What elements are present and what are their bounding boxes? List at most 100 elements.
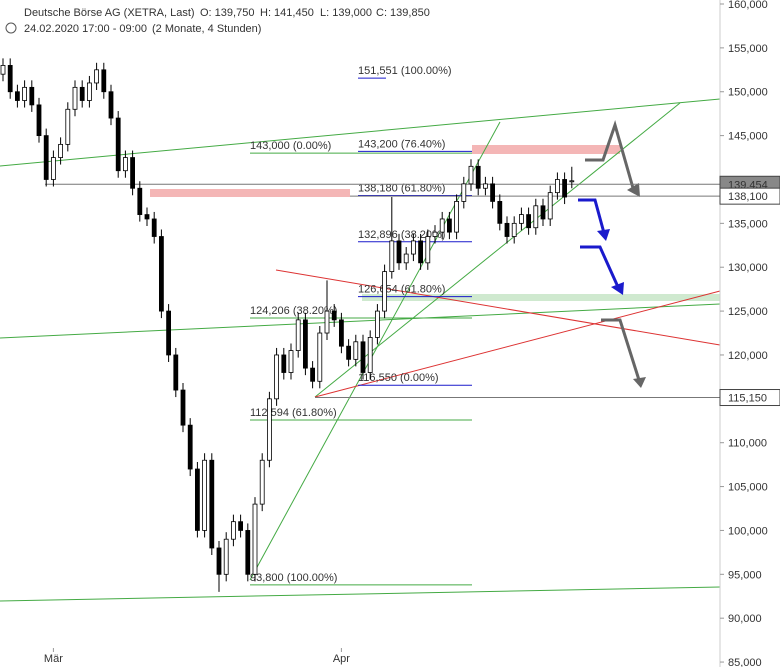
candle-body: [547, 192, 553, 220]
y-tick-label: 100,000: [728, 525, 768, 537]
candle-body: [353, 341, 359, 360]
trend-line: [314, 102, 681, 398]
candle-body: [202, 459, 208, 531]
candle-body: [338, 319, 344, 347]
candle-body: [173, 354, 179, 391]
candle-body: [259, 459, 265, 505]
candle-body: [281, 354, 287, 373]
candle-body: [51, 157, 56, 180]
x-tick-label: Mär: [44, 653, 63, 665]
candle-body: [324, 310, 330, 334]
y-tick-label: 85,000: [728, 657, 762, 667]
zone: [472, 145, 620, 154]
candle-body: [137, 187, 143, 215]
candle-body: [374, 310, 380, 338]
price-label: 115,150: [728, 393, 767, 405]
drawings: [0, 98, 721, 602]
arrow-head: [633, 377, 646, 388]
candle-body: [540, 205, 546, 220]
candle-body: [115, 117, 121, 172]
candle-body: [403, 253, 409, 264]
period: (2 Monate, 4 Stunden): [152, 23, 261, 35]
clock-icon: [5, 22, 17, 34]
arrow: [580, 245, 620, 288]
y-tick-label: 160,000: [728, 0, 768, 11]
candle-body: [490, 183, 496, 202]
y-tick-label: 130,000: [728, 262, 768, 274]
candle-body: [22, 86, 28, 101]
candle-body: [223, 538, 229, 575]
price-label: 138,100: [728, 191, 768, 203]
candle-body: [439, 218, 445, 233]
y-tick-label: 90,000: [728, 613, 762, 625]
candle-body: [43, 135, 49, 180]
candle-body: [468, 165, 474, 185]
candle-body: [504, 222, 510, 237]
candle-body: [461, 183, 467, 202]
trend-line: [0, 586, 721, 602]
y-tick-label: 150,000: [728, 87, 768, 99]
candle-body: [389, 240, 395, 273]
arrow-head: [597, 229, 610, 241]
candle-body: [266, 398, 272, 461]
zone: [150, 189, 350, 197]
candle-body: [230, 521, 236, 540]
ohlc: C: 139,850: [376, 7, 430, 19]
subtitle: 24.02.2020 17:00 - 09:00: [24, 23, 147, 35]
candle-body: [562, 179, 567, 198]
y-tick-label: 125,000: [728, 306, 768, 318]
y-tick-label: 120,000: [728, 350, 768, 362]
arrow: [585, 119, 635, 189]
candle-body: [418, 240, 424, 264]
candle-body: [29, 86, 35, 106]
candle-body: [151, 218, 157, 237]
candle-body: [87, 82, 92, 101]
candle-body: [108, 91, 114, 119]
candle-body: [130, 157, 136, 189]
candle-body: [0, 65, 6, 75]
candle-body: [454, 201, 460, 233]
arrow-head: [627, 183, 640, 197]
candle-body: [569, 180, 575, 183]
ohlc: O: 139,750: [200, 7, 254, 19]
candle-body: [295, 319, 301, 351]
candle-body: [216, 547, 222, 575]
y-tick-label: 105,000: [728, 482, 768, 494]
fib-label: 124,206 (38.20%): [250, 305, 337, 317]
y-tick-label: 95,000: [728, 569, 762, 581]
fib-label: 93,800 (100.00%): [250, 572, 337, 584]
candle-body: [14, 91, 20, 101]
candle-body: [274, 354, 280, 400]
candle-body: [367, 337, 373, 373]
chart-title: Deutsche Börse AG (XETRA, Last): [24, 7, 195, 19]
candle-body: [555, 179, 560, 194]
candle-body: [497, 201, 503, 224]
fib-label: 138,180 (61.80%): [358, 182, 445, 194]
candle-body: [101, 69, 107, 93]
candle-body: [166, 310, 172, 356]
fib-label: 143,200 (76.40%): [358, 138, 445, 150]
candle-body: [238, 521, 244, 531]
candle-body: [36, 104, 42, 137]
candle-body: [144, 214, 150, 220]
candle-body: [331, 310, 337, 321]
candle-body: [382, 271, 388, 312]
candle-body: [245, 530, 251, 575]
candle-body: [410, 240, 416, 255]
y-tick-label: 135,000: [728, 218, 768, 230]
candle-body: [158, 236, 164, 312]
candle-body: [94, 69, 99, 84]
fib-label: 126,654 (61.80%): [358, 284, 445, 296]
ohlc: H: 141,450: [260, 7, 314, 19]
candle-body: [72, 86, 78, 110]
candle-body: [310, 367, 316, 382]
price-box: [719, 389, 780, 407]
candle-body: [482, 183, 488, 189]
candle-body: [475, 165, 481, 189]
candle-body: [194, 468, 200, 531]
y-tick-label: 155,000: [728, 43, 768, 55]
candle-body: [123, 157, 128, 172]
trend-line: [0, 303, 721, 339]
candle-body: [65, 108, 71, 145]
